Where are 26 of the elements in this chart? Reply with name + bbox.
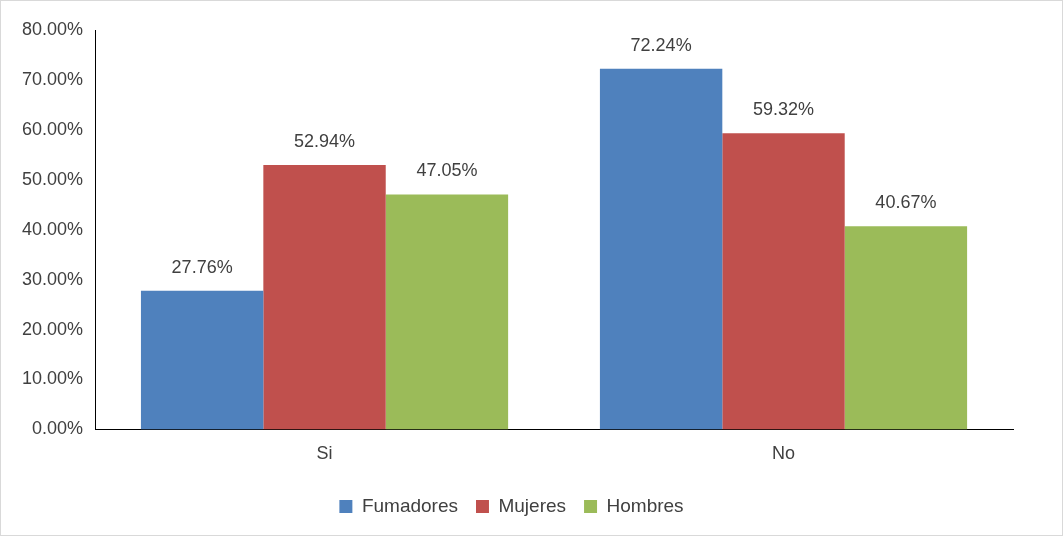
- data-label: 72.24%: [630, 34, 692, 55]
- y-tick-label: 80.00%: [21, 18, 84, 39]
- legend-label: Fumadores: [361, 494, 458, 516]
- y-tick-label: 30.00%: [21, 268, 84, 289]
- data-label: 52.94%: [294, 131, 356, 152]
- y-tick-label: 10.00%: [21, 368, 84, 389]
- y-tick-label: 40.00%: [21, 218, 84, 239]
- x-tick-label: Si: [316, 443, 333, 464]
- bar: [140, 290, 264, 430]
- bar: [263, 165, 386, 430]
- x-tick-label: No: [772, 443, 796, 464]
- legend-label: Mujeres: [498, 494, 567, 516]
- data-label: 27.76%: [171, 256, 233, 277]
- y-tick-label: 50.00%: [21, 168, 84, 189]
- y-tick-label: 0.00%: [32, 418, 84, 439]
- bar: [385, 194, 509, 430]
- data-label: 47.05%: [416, 160, 478, 181]
- data-label: 40.67%: [875, 192, 937, 213]
- y-tick-label: 60.00%: [21, 118, 84, 139]
- bar: [599, 68, 723, 430]
- legend-label: Hombres: [606, 494, 684, 516]
- y-tick-label: 70.00%: [21, 68, 84, 89]
- bar: [844, 226, 968, 430]
- bar: [722, 133, 845, 430]
- data-label: 59.32%: [752, 99, 815, 120]
- y-tick-label: 20.00%: [21, 318, 84, 339]
